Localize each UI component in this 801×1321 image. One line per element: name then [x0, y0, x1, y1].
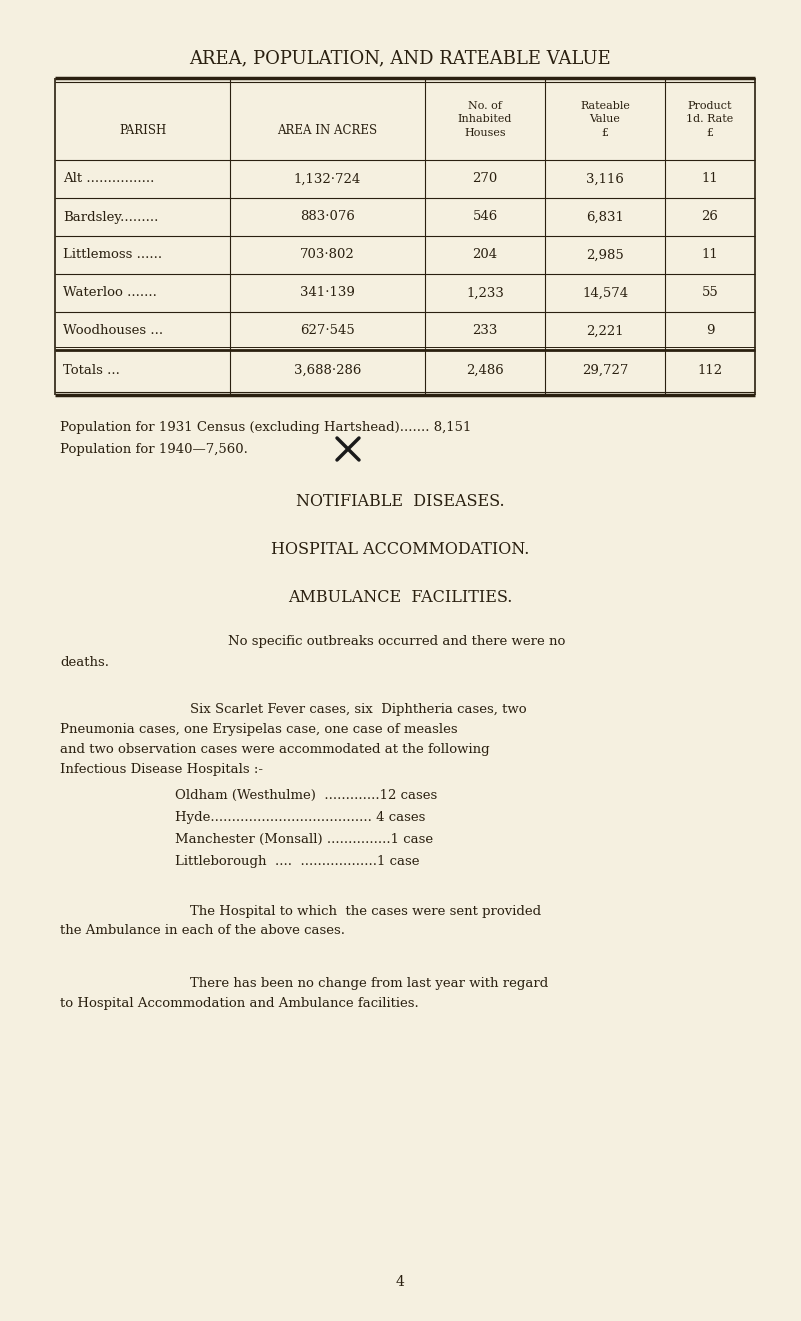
Text: AREA IN ACRES: AREA IN ACRES: [277, 124, 377, 137]
Text: Product
1d. Rate
£: Product 1d. Rate £: [686, 102, 734, 137]
Text: 29,727: 29,727: [582, 363, 628, 376]
Text: Oldham (Westhulme)  .............12 cases: Oldham (Westhulme) .............12 cases: [175, 789, 437, 802]
Text: 11: 11: [702, 248, 718, 262]
Text: 26: 26: [702, 210, 718, 223]
Text: Littlemoss ......: Littlemoss ......: [63, 248, 162, 262]
Text: 11: 11: [702, 173, 718, 185]
Text: No. of
Inhabited
Houses: No. of Inhabited Houses: [458, 102, 512, 137]
Text: Six Scarlet Fever cases, six  Diphtheria cases, two: Six Scarlet Fever cases, six Diphtheria …: [190, 704, 526, 716]
Text: Woodhouses ...: Woodhouses ...: [63, 325, 163, 337]
Text: 883·076: 883·076: [300, 210, 355, 223]
Text: 233: 233: [473, 325, 497, 337]
Text: HOSPITAL ACCOMMODATION.: HOSPITAL ACCOMMODATION.: [271, 540, 529, 557]
Text: 341·139: 341·139: [300, 287, 355, 300]
Text: Hyde...................................... 4 cases: Hyde....................................…: [175, 811, 425, 823]
Text: 270: 270: [473, 173, 497, 185]
Text: 55: 55: [702, 287, 718, 300]
Text: The Hospital to which  the cases were sent provided: The Hospital to which the cases were sen…: [190, 905, 541, 918]
Text: 1,132·724: 1,132·724: [294, 173, 361, 185]
Text: 2,221: 2,221: [586, 325, 624, 337]
Text: Population for 1931 Census (excluding Hartshead)....... 8,151: Population for 1931 Census (excluding Ha…: [60, 420, 471, 433]
Text: Pneumonia cases, one Erysipelas case, one case of measles: Pneumonia cases, one Erysipelas case, on…: [60, 724, 457, 737]
Text: 2,486: 2,486: [466, 363, 504, 376]
Text: Littleborough  ....  ..................1 case: Littleborough .... ..................1 c…: [175, 855, 420, 868]
Text: 14,574: 14,574: [582, 287, 628, 300]
Text: 627·545: 627·545: [300, 325, 355, 337]
Text: 6,831: 6,831: [586, 210, 624, 223]
Text: 703·802: 703·802: [300, 248, 355, 262]
Text: AMBULANCE  FACILITIES.: AMBULANCE FACILITIES.: [288, 588, 512, 605]
Text: 204: 204: [473, 248, 497, 262]
Text: Population for 1940—7,560.: Population for 1940—7,560.: [60, 443, 248, 456]
Text: 3,688·286: 3,688·286: [294, 363, 361, 376]
Text: to Hospital Accommodation and Ambulance facilities.: to Hospital Accommodation and Ambulance …: [60, 996, 419, 1009]
Text: PARISH: PARISH: [119, 124, 166, 137]
Text: NOTIFIABLE  DISEASES.: NOTIFIABLE DISEASES.: [296, 493, 505, 510]
Text: 2,985: 2,985: [586, 248, 624, 262]
Text: Alt ................: Alt ................: [63, 173, 155, 185]
Text: Manchester (Monsall) ...............1 case: Manchester (Monsall) ...............1 ca…: [175, 832, 433, 845]
Text: 3,116: 3,116: [586, 173, 624, 185]
Text: the Ambulance in each of the above cases.: the Ambulance in each of the above cases…: [60, 925, 345, 938]
Text: 546: 546: [473, 210, 497, 223]
Text: deaths.: deaths.: [60, 655, 109, 668]
Text: Waterloo .......: Waterloo .......: [63, 287, 157, 300]
Text: and two observation cases were accommodated at the following: and two observation cases were accommoda…: [60, 744, 489, 757]
Text: No specific outbreaks occurred and there were no: No specific outbreaks occurred and there…: [228, 635, 566, 649]
Text: Rateable
Value
£: Rateable Value £: [580, 102, 630, 137]
Text: 9: 9: [706, 325, 714, 337]
Text: AREA, POPULATION, AND RATEABLE VALUE: AREA, POPULATION, AND RATEABLE VALUE: [189, 49, 611, 67]
Text: There has been no change from last year with regard: There has been no change from last year …: [190, 976, 548, 989]
Text: 4: 4: [396, 1275, 405, 1289]
Text: Totals ...: Totals ...: [63, 363, 120, 376]
Text: 1,233: 1,233: [466, 287, 504, 300]
Text: Bardsley.........: Bardsley.........: [63, 210, 159, 223]
Text: Infectious Disease Hospitals :-: Infectious Disease Hospitals :-: [60, 764, 263, 777]
Text: 112: 112: [698, 363, 723, 376]
